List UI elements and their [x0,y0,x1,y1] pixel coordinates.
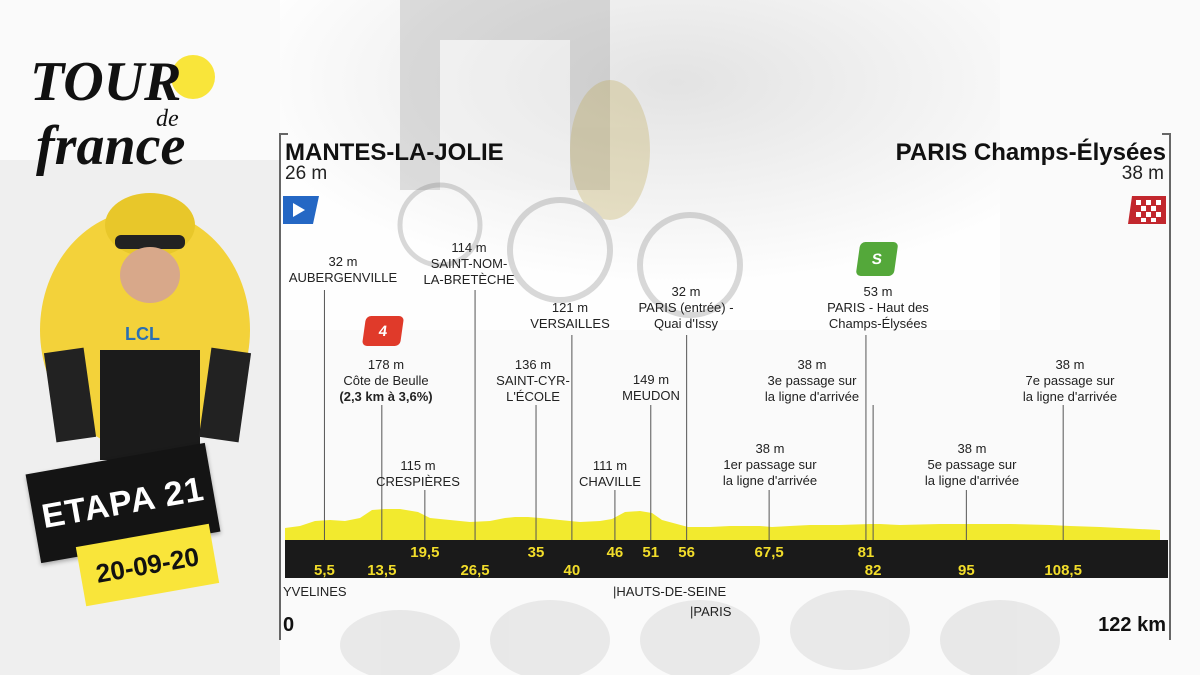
rider-photo: LCL [40,193,252,460]
logo-line2: de [156,106,179,132]
km-tick-saint-cyr: 35 [528,544,545,561]
region-yvelines: YVELINES [283,584,347,599]
km-tick-beulle: 13,5 [367,562,396,579]
logo-line3: france [36,115,185,177]
label-pass1: 38 m 1er passage sur la ligne d'arrivée [722,441,818,488]
region-paris: |PARIS [690,604,732,619]
svg-text:LCL: LCL [125,324,160,344]
start-altitude: 26 m [285,163,328,184]
start-km: 0 [283,614,295,636]
label-pass3: 38 m 3e passage sur la ligne d'arrivée [764,357,860,404]
tour-de-france-logo: TOUR de france [30,51,215,177]
km-tick-saint-nom: 26,5 [460,562,489,579]
finish-altitude: 38 m [1121,163,1164,184]
finish-km: 122 km [1098,614,1166,636]
km-tick-pass3: 82 [865,562,882,579]
label-crespieres: 115 m CRESPIÈRES [376,458,460,489]
label-saint-nom: 114 m SAINT-NOM- LA-BRETÈCHE [423,240,515,287]
finish-flag-icon [1128,196,1166,224]
km-tick-meudon: 51 [642,544,659,561]
km-tick-crespieres: 19,5 [410,544,439,561]
km-tick-aubergenville: 5,5 [314,562,335,579]
km-tick-sprint: 81 [858,544,875,561]
logo-sun-icon [171,55,215,99]
km-tick-versailles: 40 [564,562,581,579]
km-tick-pass1: 67,5 [755,544,784,561]
finish-city: PARIS Champs-Élysées [895,139,1166,166]
label-meudon: 149 m MEUDON [622,372,680,403]
label-beulle: 178 m Côte de Beulle (2,3 km à 3,6%) [339,357,433,404]
leader-lines [323,290,1064,540]
label-versailles: 121 m VERSAILLES [530,300,610,331]
km-bar [285,540,1168,578]
km-tick-paris-entree: 56 [678,544,695,561]
label-pass7: 38 m 7e passage sur la ligne d'arrivée [1022,357,1118,404]
km-tick-pass5: 95 [958,562,975,579]
start-city: MANTES-LA-JOLIE [285,139,504,166]
chart-frame-right [1162,133,1171,640]
label-aubergenville: 32 m AUBERGENVILLE [288,254,398,285]
label-sprint: 53 m PARIS - Haut des Champs-Élysées [827,284,929,331]
profile-area [285,509,1160,540]
logo-line1: TOUR [30,51,181,113]
km-tick-pass7: 108,5 [1044,562,1082,579]
region-hauts-de-seine: |HAUTS-DE-SEINE [613,584,727,599]
start-flag-icon [283,196,319,224]
label-paris-entree: 32 m PARIS (entrée) - Quai d'Issy [638,284,734,331]
km-tick-chaville: 46 [607,544,624,561]
label-pass5: 38 m 5e passage sur la ligne d'arrivée [924,441,1020,488]
label-saint-cyr: 136 m SAINT-CYR- L'ÉCOLE [496,357,570,404]
label-chaville: 111 m CHAVILLE [579,458,641,489]
chart-frame-left [279,133,288,640]
